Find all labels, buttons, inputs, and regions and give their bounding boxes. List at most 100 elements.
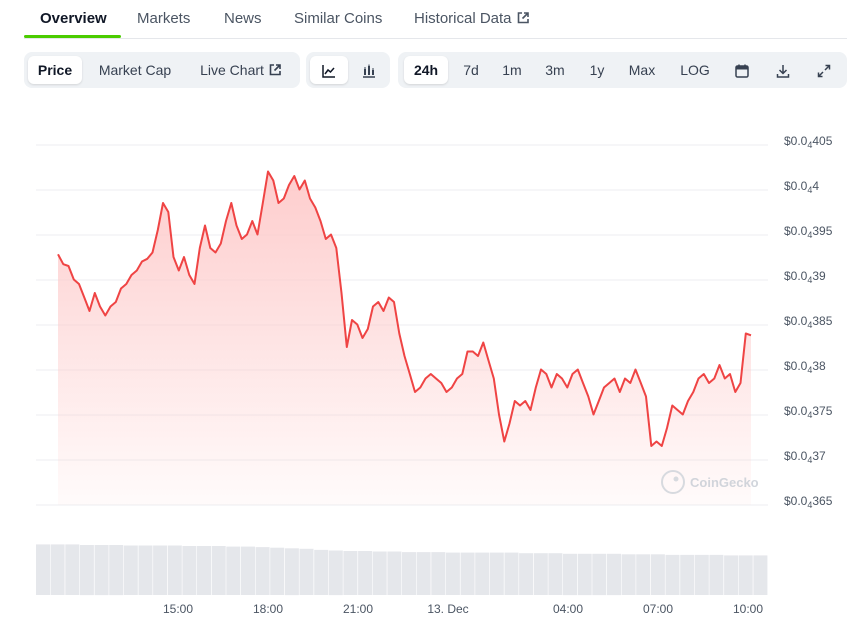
range-7d-button[interactable]: 7d — [463, 62, 479, 78]
volume-bar — [607, 553, 621, 596]
volume-bar — [314, 549, 329, 595]
volume-bar — [665, 554, 680, 595]
view-toggle — [306, 52, 390, 88]
live-chart-button[interactable]: Live Chart — [190, 56, 292, 84]
volume-bar — [402, 552, 416, 595]
volume-bar — [65, 544, 80, 595]
volume-bar — [358, 551, 373, 595]
volume-bar — [167, 545, 182, 595]
tab-overview[interactable]: Overview — [40, 10, 107, 27]
external-link-icon — [517, 12, 529, 24]
external-link-icon — [269, 64, 281, 76]
log-scale-button[interactable]: LOG — [680, 62, 710, 78]
y-tick-label: $0.04375 — [784, 404, 833, 420]
y-tick-label: $0.0439 — [784, 269, 826, 285]
range-3m-button[interactable]: 3m — [545, 62, 565, 78]
volume-bar — [36, 544, 50, 595]
x-axis: 15:00 18:00 21:00 13. Dec 04:00 07:00 10:00 — [163, 602, 763, 616]
volume-bar — [153, 545, 168, 595]
x-tick-label: 04:00 — [553, 602, 583, 616]
volume-bar — [416, 552, 431, 595]
volume-bar — [270, 547, 285, 595]
volume-bar — [548, 553, 563, 595]
live-chart-label: Live Chart — [200, 62, 264, 78]
volume-bar — [489, 552, 504, 595]
volume-bar — [211, 546, 226, 595]
volume-bar — [504, 552, 519, 595]
download-button[interactable] — [767, 56, 799, 84]
x-tick-label: 21:00 — [343, 602, 373, 616]
y-tick-label: $0.0438 — [784, 359, 826, 375]
volume-bar — [460, 552, 475, 595]
coingecko-logo-icon — [661, 470, 685, 494]
volume-bar — [636, 554, 651, 595]
y-tick-label: $0.04365 — [784, 494, 833, 510]
volume-bars — [36, 544, 768, 596]
volume-bar — [753, 555, 768, 595]
y-tick-label: $0.044 — [784, 179, 819, 195]
watermark-text: CoinGecko — [690, 475, 759, 490]
tab-historical-data[interactable]: Historical Data — [414, 0, 530, 38]
volume-bar — [680, 554, 695, 595]
volume-bar — [694, 554, 709, 595]
range-max-button[interactable]: Max — [628, 62, 656, 78]
tab-markets[interactable]: Markets — [137, 10, 191, 27]
tab-similar-coins[interactable]: Similar Coins — [294, 10, 383, 27]
volume-bar — [241, 546, 255, 595]
volume-bar — [299, 548, 314, 595]
x-tick-label: 10:00 — [733, 602, 763, 616]
volume-bar — [519, 553, 534, 595]
x-tick-label: 18:00 — [253, 602, 283, 616]
volume-bar — [343, 551, 358, 595]
active-tab-underline — [24, 35, 121, 38]
volume-bar — [724, 555, 739, 595]
calendar-button[interactable] — [726, 56, 758, 84]
fullscreen-button[interactable] — [808, 56, 840, 84]
market-cap-button[interactable]: Market Cap — [98, 62, 172, 78]
line-chart-icon — [322, 65, 335, 79]
range-1y-button[interactable]: 1y — [589, 62, 605, 78]
volume-bar — [197, 546, 211, 595]
coingecko-watermark: CoinGecko — [661, 470, 759, 494]
volume-bar — [255, 547, 270, 595]
tab-historical-data-label: Historical Data — [414, 10, 512, 27]
y-tick-label: $0.04405 — [784, 134, 833, 150]
candlestick-view-button[interactable] — [350, 56, 388, 84]
y-tick-label: $0.0437 — [784, 449, 826, 465]
range-24h-button[interactable]: 24h — [404, 56, 448, 84]
volume-bar — [445, 552, 460, 595]
volume-bar — [577, 553, 592, 596]
volume-bar — [109, 545, 124, 596]
x-tick-label: 13. Dec — [427, 602, 468, 616]
volume-bar — [431, 552, 446, 595]
download-icon — [776, 65, 790, 79]
coingecko-logo-eye — [673, 476, 679, 482]
volume-bar — [475, 552, 490, 595]
range-1m-button[interactable]: 1m — [502, 62, 522, 78]
y-tick-label: $0.04395 — [784, 224, 833, 240]
candlestick-chart-icon — [363, 64, 375, 79]
volume-bar — [182, 546, 197, 595]
volume-bar — [79, 545, 94, 596]
volume-bar — [328, 550, 343, 596]
x-tick-label: 15:00 — [163, 602, 193, 616]
price-button[interactable]: Price — [28, 56, 82, 84]
x-tick-label: 07:00 — [643, 602, 673, 616]
volume-bar — [50, 544, 65, 595]
tab-news[interactable]: News — [224, 10, 262, 27]
volume-bar — [387, 551, 402, 595]
volume-bar — [284, 548, 299, 596]
line-view-button[interactable] — [310, 56, 348, 84]
fullscreen-icon — [817, 65, 831, 78]
y-axis: $0.04405 $0.044 $0.04395 $0.0439 $0.04385 $0.… — [784, 134, 833, 510]
volume-bar — [372, 551, 387, 595]
volume-bar — [226, 546, 241, 595]
volume-bar — [563, 553, 577, 596]
calendar-icon — [735, 64, 749, 79]
volume-bar — [592, 553, 607, 596]
volume-bar — [138, 545, 153, 595]
chart-type-toggle: Price Market Cap Live Chart — [24, 52, 300, 88]
volume-bar — [738, 555, 753, 595]
y-tick-label: $0.04385 — [784, 314, 833, 330]
